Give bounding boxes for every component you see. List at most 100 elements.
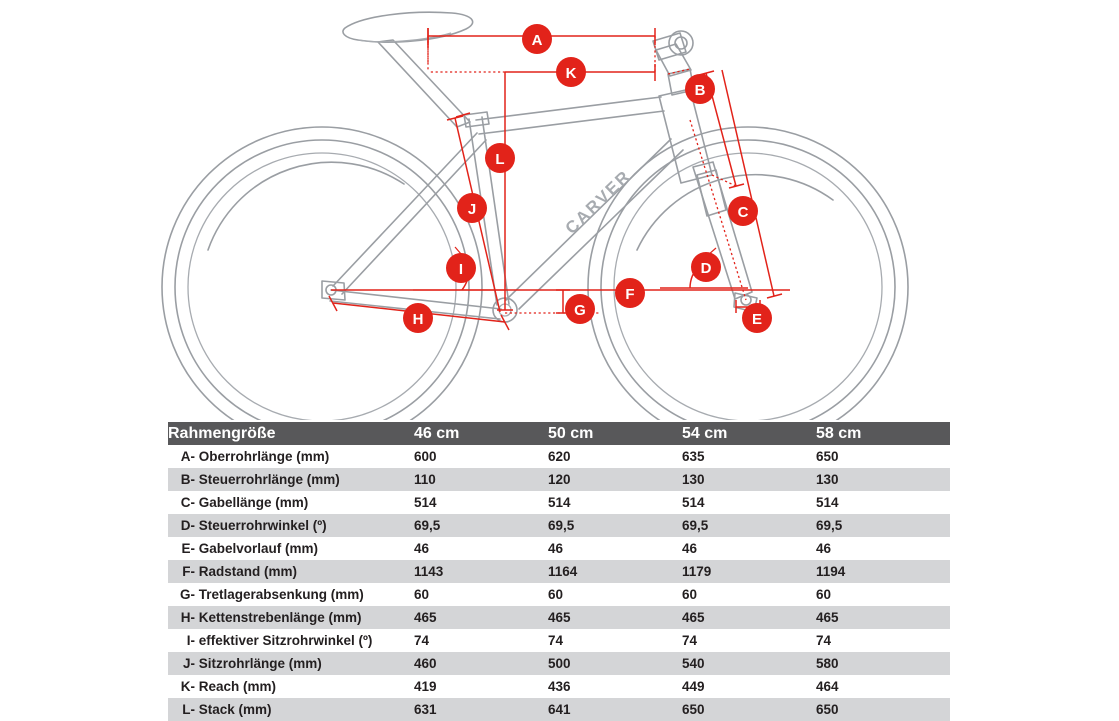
row-letter: I xyxy=(186,633,191,648)
row-value-54: 60 xyxy=(682,587,698,602)
row-letter: A xyxy=(180,449,191,464)
row-value-58: 46 xyxy=(816,541,832,556)
callout-letter: J xyxy=(468,201,476,218)
callout-letter: L xyxy=(495,151,504,168)
row-value-50: 620 xyxy=(548,449,571,464)
table-row: E - Gabelvorlauf (mm) 46 46 46 46 xyxy=(168,537,950,560)
callout-badge-f[interactable]: F xyxy=(615,278,645,308)
table-body: A - Oberrohrlänge (mm) 600 620 635 650 B… xyxy=(168,445,950,721)
row-label: - Oberrohrlänge (mm) xyxy=(190,449,330,464)
row-value-54: 465 xyxy=(682,610,705,625)
row-value-50: 641 xyxy=(548,702,571,717)
row-value-50: 69,5 xyxy=(548,518,575,533)
row-value-46: 46 xyxy=(414,541,430,556)
row-value-58: 60 xyxy=(816,587,832,602)
callout-badge-e[interactable]: E xyxy=(742,303,772,333)
row-value-54: 69,5 xyxy=(682,518,709,533)
row-label: - Kettenstrebenlänge (mm) xyxy=(190,610,362,625)
row-value-46: 110 xyxy=(414,472,436,487)
callout-badge-l[interactable]: L xyxy=(485,143,515,173)
row-value-54: 514 xyxy=(682,495,705,510)
row-value-54: 449 xyxy=(682,679,705,694)
row-value-58: 130 xyxy=(816,472,839,487)
front-wheel xyxy=(587,126,909,420)
callout-badge-a[interactable]: A xyxy=(522,24,552,54)
callout-letter: E xyxy=(752,311,762,328)
callout-badge-c[interactable]: C xyxy=(728,196,758,226)
row-letter: G xyxy=(179,587,191,602)
table-row: K - Reach (mm) 419 436 449 464 xyxy=(168,675,950,698)
row-letter: H xyxy=(180,610,191,625)
row-value-50: 1164 xyxy=(548,564,578,579)
row-value-58: 465 xyxy=(816,610,839,625)
row-value-58: 1194 xyxy=(816,564,846,579)
callout-letter: I xyxy=(459,261,463,278)
front-fender xyxy=(636,173,834,251)
geometry-drawing: .gl{fill:none;stroke:#9a9ea3;stroke-widt… xyxy=(161,11,909,420)
row-letter: F xyxy=(182,564,191,579)
row-label: - Gabellänge (mm) xyxy=(190,495,309,510)
callout-letter: B xyxy=(695,82,706,99)
row-value-58: 650 xyxy=(816,702,839,717)
row-value-46: 419 xyxy=(414,679,437,694)
row-value-58: 464 xyxy=(816,679,839,694)
row-value-54: 46 xyxy=(682,541,698,556)
row-value-46: 600 xyxy=(414,449,437,464)
header-size-58: 58 cm xyxy=(816,425,862,442)
row-value-46: 60 xyxy=(414,587,430,602)
row-value-58: 650 xyxy=(816,449,839,464)
row-value-54: 540 xyxy=(682,656,705,671)
row-label: - Sitzrohrlänge (mm) xyxy=(190,656,322,671)
row-value-58: 74 xyxy=(816,633,832,648)
row-value-46: 1143 xyxy=(414,564,444,579)
table-header-row: Rahmengröße 46 cm 50 cm 54 cm 58 cm xyxy=(168,422,950,445)
row-letter: D xyxy=(180,518,191,533)
row-label: - Stack (mm) xyxy=(190,702,272,717)
row-label: - Steuerrohrwinkel (º) xyxy=(190,518,327,533)
callout-badge-j[interactable]: J xyxy=(457,193,487,223)
table-row: F - Radstand (mm) 1143 1164 1179 1194 xyxy=(168,560,950,583)
table-header: Rahmengröße 46 cm 50 cm 54 cm 58 cm xyxy=(168,422,950,445)
row-value-46: 514 xyxy=(414,495,437,510)
rear-fender xyxy=(207,161,405,251)
callout-badge-g[interactable]: G xyxy=(565,294,595,324)
table-row: I - effektiver Sitzrohrwinkel (º) 74 74 … xyxy=(168,629,950,652)
row-letter: J xyxy=(182,656,191,671)
row-value-54: 74 xyxy=(682,633,698,648)
rear-wheel xyxy=(161,126,483,420)
row-value-54: 1179 xyxy=(682,564,712,579)
row-value-54: 130 xyxy=(682,472,705,487)
table-row: A - Oberrohrlänge (mm) 600 620 635 650 xyxy=(168,445,950,468)
header-size-46: 46 cm xyxy=(414,425,460,442)
row-value-50: 514 xyxy=(548,495,571,510)
row-value-46: 460 xyxy=(414,656,437,671)
row-label: - Reach (mm) xyxy=(190,679,276,694)
header-frame-size: Rahmengröße xyxy=(168,425,276,442)
callout-badge-d[interactable]: D xyxy=(691,252,721,282)
row-label: - Tretlagerabsenkung (mm) xyxy=(190,587,364,602)
measure-line-c xyxy=(721,69,775,297)
callout-badge-b[interactable]: B xyxy=(685,74,715,104)
row-value-54: 635 xyxy=(682,449,705,464)
callout-letter: D xyxy=(701,260,712,277)
table-row: D - Steuerrohrwinkel (º) 69,5 69,5 69,5 … xyxy=(168,514,950,537)
callout-badge-k[interactable]: K xyxy=(556,57,586,87)
table-row: G - Tretlagerabsenkung (mm) 60 60 60 60 xyxy=(168,583,950,606)
row-value-54: 650 xyxy=(682,702,705,717)
callout-badge-i[interactable]: I xyxy=(446,253,476,283)
callout-badge-h[interactable]: H xyxy=(403,303,433,333)
row-value-46: 74 xyxy=(414,633,430,648)
callout-letter: C xyxy=(738,204,749,221)
row-letter: C xyxy=(180,495,191,510)
callout-letter: F xyxy=(625,286,634,303)
callout-letter: H xyxy=(413,311,424,328)
row-letter: B xyxy=(180,472,191,487)
frame-tubes xyxy=(321,11,758,323)
row-letter: L xyxy=(182,702,191,717)
callout-letter: A xyxy=(532,32,543,49)
row-value-50: 60 xyxy=(548,587,564,602)
row-label: - Gabelvorlauf (mm) xyxy=(190,541,318,556)
bike-geometry-diagram: .gl{fill:none;stroke:#9a9ea3;stroke-widt… xyxy=(161,11,909,420)
row-value-50: 74 xyxy=(548,633,564,648)
row-label: - Radstand (mm) xyxy=(190,564,297,579)
